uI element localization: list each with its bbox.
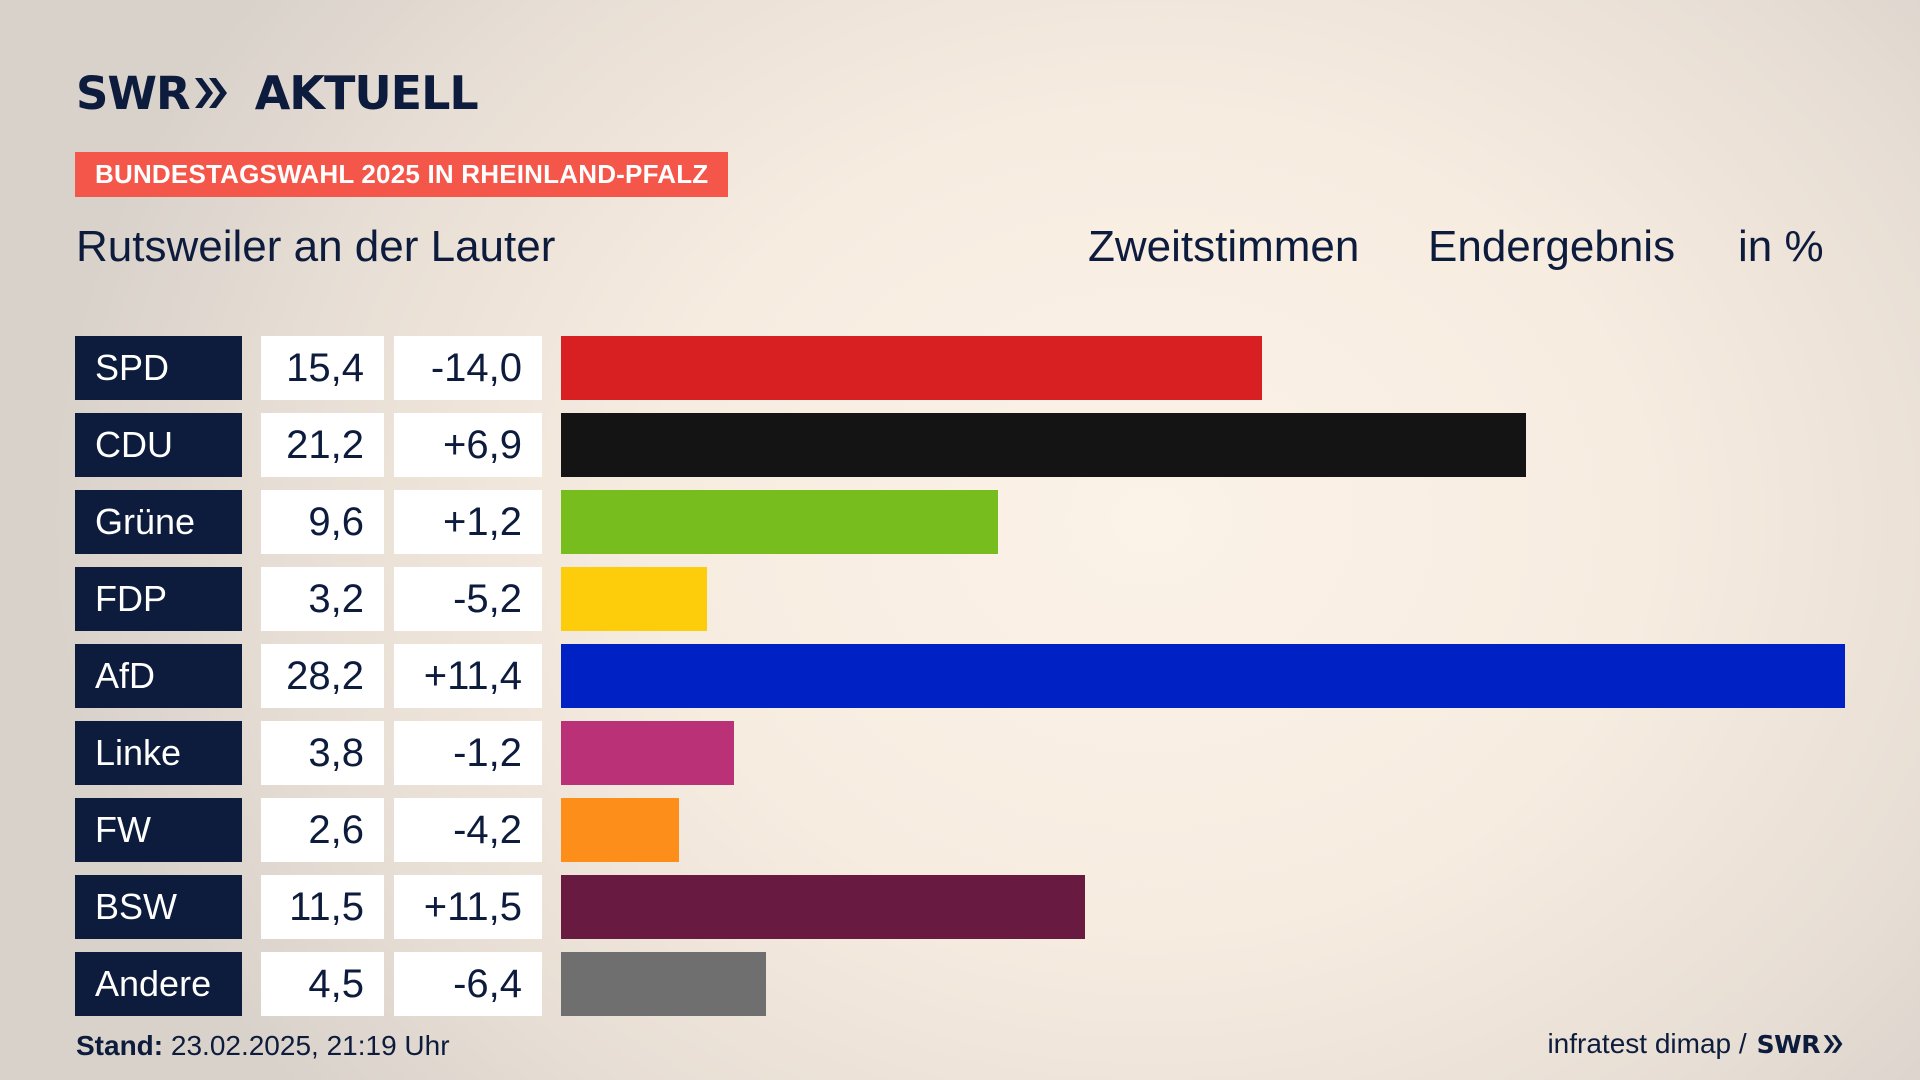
footer-swr-logo: SWR bbox=[1757, 1030, 1844, 1059]
unit-label: in % bbox=[1738, 222, 1824, 271]
party-label: Grüne bbox=[75, 490, 242, 554]
party-label: BSW bbox=[75, 875, 242, 939]
result-bar bbox=[561, 952, 766, 1016]
result-value: 21,2 bbox=[261, 413, 384, 477]
timestamp: Stand: 23.02.2025, 21:19 Uhr bbox=[76, 1030, 450, 1062]
result-bar bbox=[561, 490, 999, 554]
result-bar bbox=[561, 798, 680, 862]
result-value: 2,6 bbox=[261, 798, 384, 862]
change-value: +11,4 bbox=[394, 644, 542, 708]
change-value: -1,2 bbox=[394, 721, 542, 785]
change-value: +11,5 bbox=[394, 875, 542, 939]
change-value: -5,2 bbox=[394, 567, 542, 631]
swr-aktuell-logo: SWR AKTUELL bbox=[76, 66, 479, 120]
result-bar bbox=[561, 336, 1263, 400]
result-bar bbox=[561, 413, 1527, 477]
result-value: 3,8 bbox=[261, 721, 384, 785]
result-bar bbox=[561, 875, 1085, 939]
vote-type-label: Zweitstimmen bbox=[1088, 222, 1360, 271]
timestamp-value: 23.02.2025, 21:19 Uhr bbox=[170, 1030, 450, 1061]
footer-double-chevron-icon bbox=[1823, 1035, 1843, 1053]
party-label: CDU bbox=[75, 413, 242, 477]
change-value: +1,2 bbox=[394, 490, 542, 554]
change-value: +6,9 bbox=[394, 413, 542, 477]
party-label: Linke bbox=[75, 721, 242, 785]
result-bar bbox=[561, 721, 735, 785]
result-value: 15,4 bbox=[261, 336, 384, 400]
change-value: -6,4 bbox=[394, 952, 542, 1016]
result-value: 28,2 bbox=[261, 644, 384, 708]
aktuell-logo-text: AKTUELL bbox=[254, 66, 479, 120]
timestamp-label: Stand: bbox=[76, 1030, 164, 1061]
change-value: -4,2 bbox=[394, 798, 542, 862]
result-value: 9,6 bbox=[261, 490, 384, 554]
swr-logo: SWR bbox=[76, 67, 229, 120]
result-value: 3,2 bbox=[261, 567, 384, 631]
result-value: 4,5 bbox=[261, 952, 384, 1016]
change-value: -14,0 bbox=[394, 336, 542, 400]
result-bar bbox=[561, 644, 1845, 708]
party-label: SPD bbox=[75, 336, 242, 400]
footer-swr-logo-text: SWR bbox=[1756, 1029, 1821, 1059]
party-label: FW bbox=[75, 798, 242, 862]
result-type-label: Endergebnis bbox=[1428, 222, 1676, 271]
party-label: FDP bbox=[75, 567, 242, 631]
party-label: AfD bbox=[75, 644, 242, 708]
source-text: infratest dimap / bbox=[1547, 1028, 1747, 1059]
source-credit: infratest dimap / SWR bbox=[1547, 1028, 1844, 1060]
result-bar bbox=[561, 567, 707, 631]
topic-badge: BUNDESTAGSWAHL 2025 IN RHEINLAND-PFALZ bbox=[75, 152, 729, 197]
swr-logo-text: SWR bbox=[76, 66, 191, 120]
result-value: 11,5 bbox=[261, 875, 384, 939]
location-title: Rutsweiler an der Lauter bbox=[76, 222, 556, 271]
party-label: Andere bbox=[75, 952, 242, 1016]
double-chevron-icon bbox=[194, 78, 227, 108]
